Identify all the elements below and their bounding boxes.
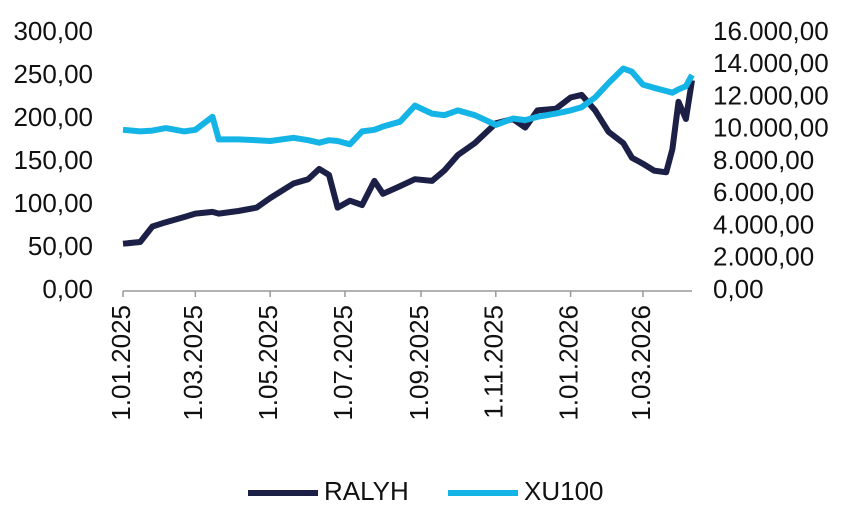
series-line xyxy=(122,79,695,247)
series-line xyxy=(122,65,695,148)
y2-tick-label: 4.000,00 xyxy=(713,209,814,239)
y-tick-label: 0,00 xyxy=(42,274,93,304)
y2-tick-label: 14.000,00 xyxy=(713,48,829,78)
y2-tick-label: 6.000,00 xyxy=(713,177,814,207)
x-tick-label: 1.03.2025 xyxy=(178,305,208,421)
x-tick-label: 1.09.2025 xyxy=(404,305,434,421)
y2-tick-label: 10.000,00 xyxy=(713,113,829,143)
legend-label: RALYH xyxy=(324,476,409,506)
y2-tick-label: 2.000,00 xyxy=(713,242,814,272)
x-tick-label: 1.01.2026 xyxy=(553,305,583,421)
y2-tick-label: 12.000,00 xyxy=(713,80,829,110)
y2-tick-label: 0,00 xyxy=(713,274,764,304)
y2-tick-label: 16.000,00 xyxy=(713,16,829,46)
y-tick-label: 200,00 xyxy=(13,102,93,132)
y-tick-label: 50,00 xyxy=(28,231,93,261)
x-tick-label: 1.03.2026 xyxy=(626,305,656,421)
x-tick-label: 1.05.2025 xyxy=(253,305,283,421)
y-tick-label: 300,00 xyxy=(13,16,93,46)
y-tick-label: 250,00 xyxy=(13,59,93,89)
y-tick-label: 100,00 xyxy=(13,188,93,218)
x-tick-label: 1.01.2025 xyxy=(106,305,136,421)
y-tick-label: 150,00 xyxy=(13,145,93,175)
x-tick-label: 1.11.2025 xyxy=(479,305,509,419)
y2-tick-label: 8.000,00 xyxy=(713,145,814,175)
x-tick-label: 1.07.2025 xyxy=(328,305,358,421)
legend-label: XU100 xyxy=(524,476,604,506)
